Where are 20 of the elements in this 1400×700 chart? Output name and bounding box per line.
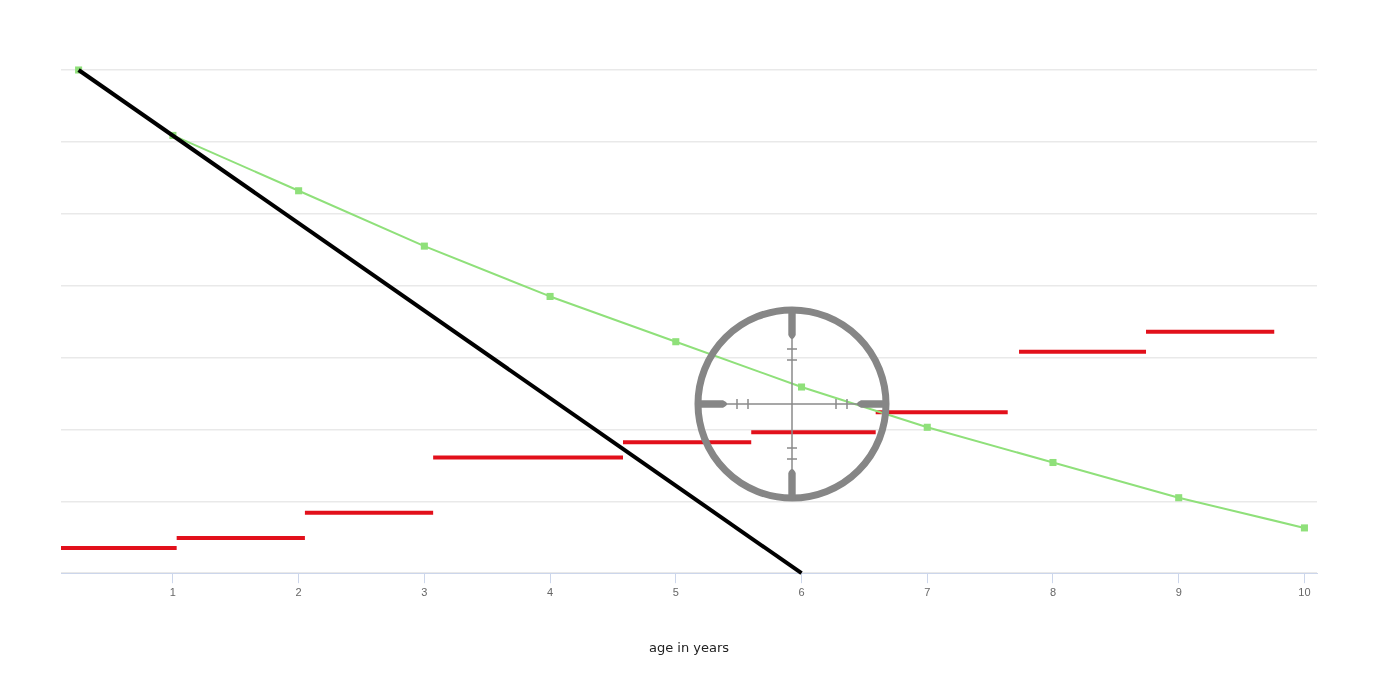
x-tick-label: 7 — [924, 585, 931, 598]
x-tick-label: 4 — [547, 585, 554, 598]
x-tick-label: 2 — [295, 585, 302, 598]
point — [1300, 524, 1308, 532]
point — [923, 423, 931, 431]
x-tick-label: 9 — [1175, 585, 1182, 598]
x-tick-label: 1 — [169, 585, 176, 598]
point — [797, 383, 806, 391]
x-tick-label: 3 — [421, 585, 428, 598]
x-tick-label: 8 — [1049, 585, 1057, 598]
point — [672, 338, 680, 346]
x-tick-label: 10 — [1298, 585, 1311, 598]
point — [546, 292, 554, 300]
point — [1175, 494, 1183, 502]
x-tick-label: 6 — [798, 585, 805, 598]
point — [1049, 458, 1057, 467]
point — [420, 242, 428, 250]
point — [295, 187, 303, 195]
x-tick-label: 5 — [672, 585, 679, 598]
x-axis-title: age in years — [648, 639, 730, 655]
